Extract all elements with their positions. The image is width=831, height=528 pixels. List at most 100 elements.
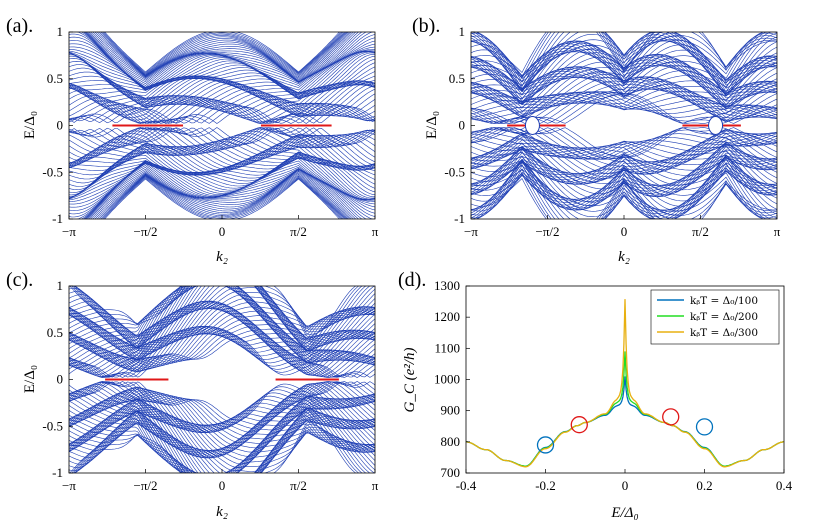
- panel-a-ytick-label: 0.5: [47, 71, 63, 86]
- panel-a-band: [69, 136, 375, 171]
- panel-b-band: [471, 39, 777, 86]
- panel-b-band: [471, 32, 777, 78]
- panel-a-band: [69, 83, 375, 117]
- panel-c-band: [69, 286, 375, 349]
- panel-b: (b). −π −π/2 0 π/2 π 1 0.5 0 -0.5 -1 E/Δ₀ k₂: [412, 15, 781, 265]
- panel-a-band: [69, 152, 375, 201]
- panel-b-band: [471, 93, 777, 120]
- panel-a-band: [69, 151, 375, 196]
- panel-c-band: [71, 424, 360, 473]
- legend-label-200: kᵦT = Δ₀/200: [690, 311, 758, 323]
- panel-b-bands: [471, 32, 777, 219]
- panel-c-band: [69, 414, 375, 473]
- panel-a-ytick-label: -1: [52, 211, 63, 226]
- panel-b-xtick-label: π/2: [692, 224, 709, 239]
- panel-c-xtick-label: π: [372, 478, 379, 493]
- panel-d-ytick-label: 1100: [434, 340, 460, 355]
- panel-c-band: [69, 286, 375, 351]
- panel-a-band: [69, 142, 375, 180]
- panel-b-xtick-label: −π/2: [535, 224, 559, 239]
- panel-a-xtick-label: −π: [62, 224, 76, 239]
- panel-c-band: [74, 286, 367, 330]
- panel-c-band: [69, 286, 375, 345]
- panel-a-band: [69, 54, 375, 98]
- panel-b-band: [471, 146, 777, 206]
- panel-c-band: [69, 310, 375, 368]
- panel-c-band: [74, 429, 367, 473]
- panel-b-band: [471, 178, 777, 219]
- panel-a-band: [69, 151, 375, 200]
- panel-d-ylabel: G_C (e²/h): [402, 348, 418, 413]
- panel-b-band: [471, 32, 777, 97]
- panel-a-band: [69, 79, 375, 107]
- panel-b-band: [471, 45, 777, 105]
- panel-a-band: [69, 81, 375, 117]
- panel-d-xtick-label: 0: [622, 478, 629, 493]
- panel-c-band: [69, 325, 375, 376]
- panel-a-band: [69, 49, 375, 91]
- panel-b-xtick-label: π: [774, 224, 781, 239]
- panel-c-band: [69, 381, 375, 423]
- panel-a-band: [69, 127, 375, 147]
- panel-c-band: [69, 421, 357, 473]
- panel-b-band: [471, 151, 777, 210]
- panel-c-ytick-label: -0.5: [42, 418, 63, 433]
- panel-b-band: [471, 76, 777, 121]
- panel-c-band: [69, 414, 375, 473]
- panel-a-band: [69, 127, 375, 151]
- panel-a-band: [84, 32, 359, 83]
- panel-a-band: [69, 80, 375, 117]
- panel-c-xlabel: k₂: [216, 504, 228, 520]
- panel-d-ytick-label: 900: [441, 403, 461, 418]
- panel-b-gap-loop: [524, 116, 540, 135]
- panel-a-band: [94, 32, 348, 79]
- panel-c-xtick-label: π/2: [290, 478, 307, 493]
- panel-a-band: [103, 177, 342, 219]
- panel-a-ticks: −π −π/2 0 π/2 π 1 0.5 0 -0.5 -1: [42, 24, 378, 239]
- panel-b-band: [471, 152, 777, 186]
- panel-d-ytick-label: 800: [441, 434, 461, 449]
- panel-c-band: [69, 396, 375, 459]
- panel-a-band: [69, 81, 375, 117]
- panel-c-band: [69, 286, 375, 349]
- panel-b-band: [471, 32, 777, 91]
- panel-b-band: [471, 91, 777, 118]
- panel-c-band: [69, 286, 375, 351]
- panel-a-xtick-label: −π/2: [133, 224, 157, 239]
- panel-a-band: [69, 71, 375, 109]
- panel-a-bands: [69, 32, 375, 219]
- panel-b-band: [471, 40, 777, 96]
- panel-a-band: [85, 32, 357, 83]
- panel-a-band: [83, 167, 363, 219]
- panel-a-label: (a).: [6, 15, 33, 37]
- panel-a-band: [96, 173, 347, 219]
- panel-b-ytick-label: 0: [459, 118, 466, 133]
- panel-a-band: [69, 127, 375, 159]
- panel-a-band: [69, 153, 375, 200]
- panel-b-band: [471, 66, 777, 109]
- panel-d-ticks: -0.4 -0.2 0 0.2 0.4 1300 1200 1100 1000 900 800 700: [434, 278, 793, 493]
- panel-b-ytick-label: 0.5: [449, 71, 465, 86]
- panel-a-band: [85, 168, 357, 219]
- panel-b-band: [471, 159, 777, 219]
- panel-c: (c). −π −π/2 0 π/2 π 1 0.5 0 -0.5 -1 E/Δ₀ k₂: [6, 269, 379, 520]
- panel-a-xlabel: k₂: [216, 249, 228, 265]
- panel-b-band: [471, 84, 777, 119]
- highlight-circle: [570, 416, 588, 434]
- panel-b-band: [471, 131, 777, 158]
- panel-a: (a). −π −π/2 0 π/2 π 1 0.5 0 -0.5 -1 E/Δ₀ k₂: [6, 15, 379, 265]
- panel-b-ytick-label: 1: [459, 24, 466, 39]
- panel-b-xtick-label: −π: [464, 224, 478, 239]
- panel-b-band: [471, 35, 777, 89]
- panel-a-band: [69, 92, 375, 124]
- panel-a-band: [69, 153, 375, 197]
- panel-c-band: [69, 286, 375, 344]
- panel-a-band: [69, 143, 375, 176]
- legend-label-100: kᵦT = Δ₀/100: [690, 295, 758, 307]
- panel-b-ytick-label: -0.5: [444, 164, 465, 179]
- panel-a-band: [69, 50, 375, 99]
- panel-c-band: [69, 410, 375, 473]
- panel-a-band: [101, 32, 343, 75]
- panel-d: (d). -0.4 -0.2 0 0.2 0.4 1300 1200 1100 1000 900 8…: [398, 269, 793, 521]
- panel-c-band: [69, 286, 375, 341]
